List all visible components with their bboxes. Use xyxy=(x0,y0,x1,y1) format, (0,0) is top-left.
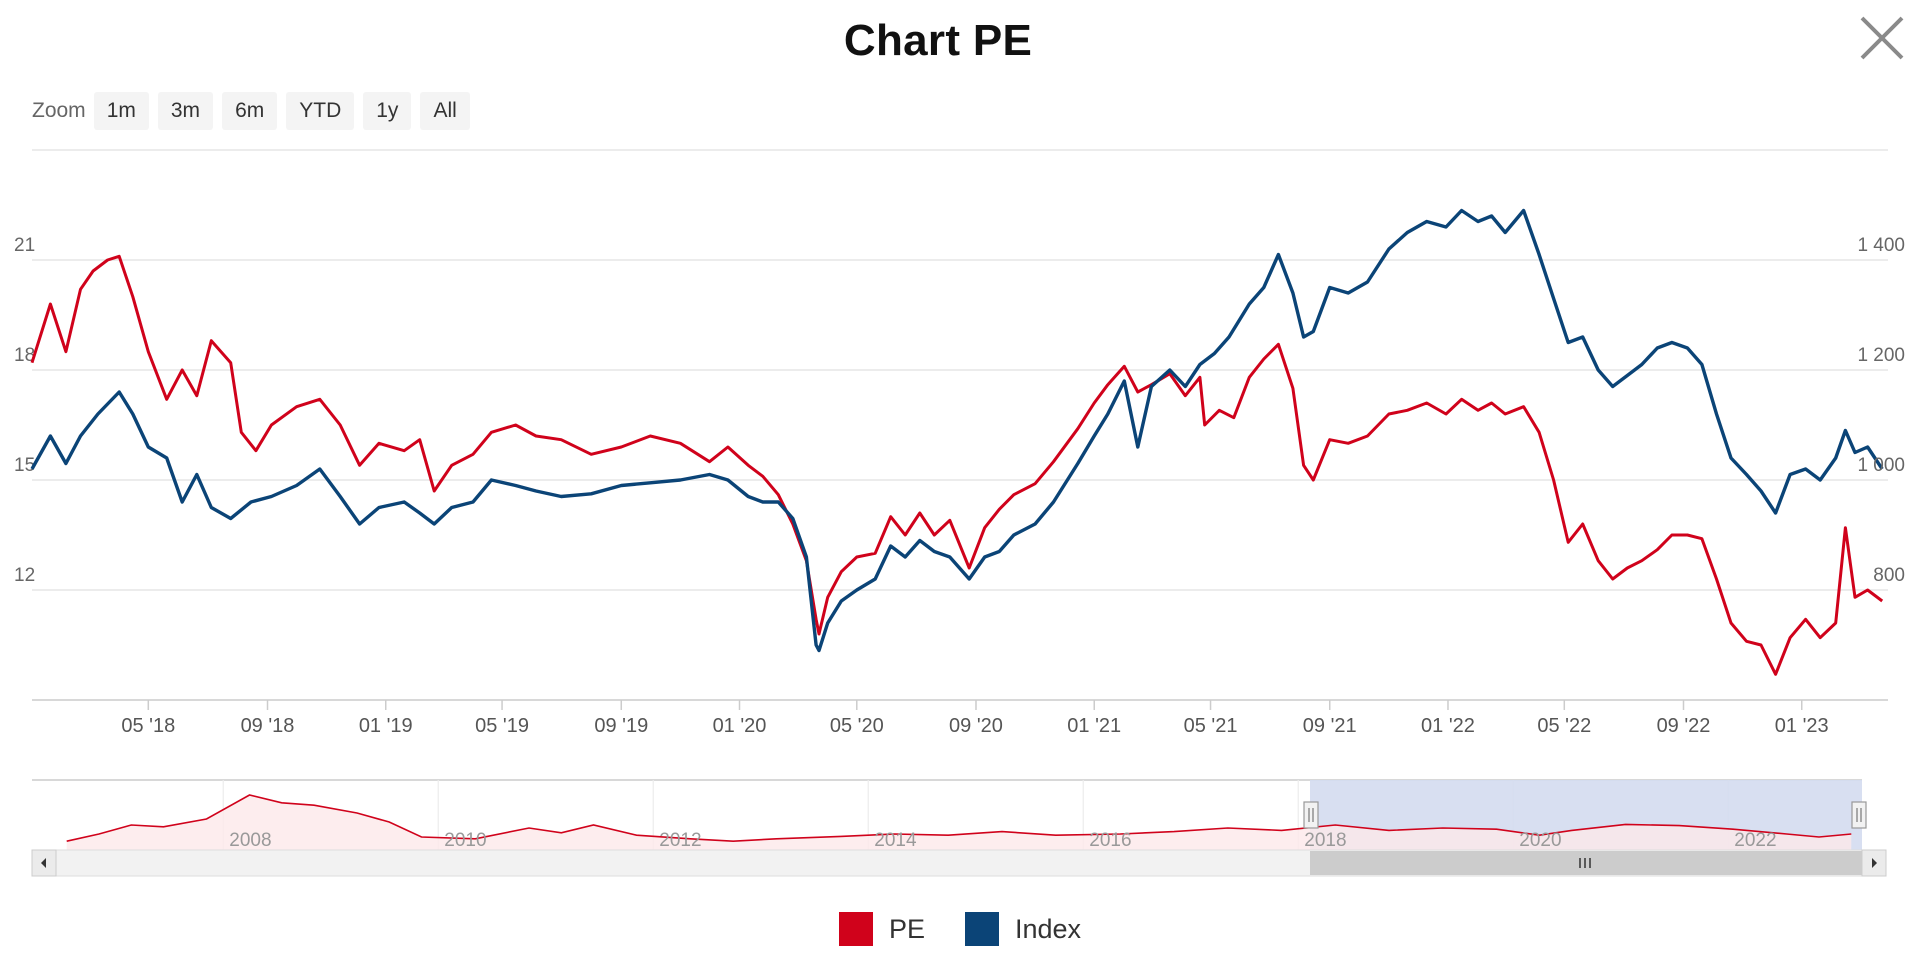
legend-swatch-pe xyxy=(838,912,873,946)
legend-swatch-index xyxy=(964,912,999,946)
close-icon[interactable] xyxy=(1858,14,1906,62)
x-tick-label: 05 '18 xyxy=(121,715,175,737)
y-left-tick-label: 18 xyxy=(14,345,35,366)
x-tick-label: 01 '20 xyxy=(713,715,767,737)
zoom-6m-button[interactable]: 6m xyxy=(222,92,278,130)
chevron-left-icon xyxy=(41,858,46,868)
navigator-handle-right[interactable] xyxy=(1851,801,1867,829)
x-tick-label: 09 '18 xyxy=(241,715,295,737)
x-tick-label: 09 '19 xyxy=(594,715,648,737)
x-tick-label: 05 '20 xyxy=(830,715,884,737)
navigator-area xyxy=(66,795,1852,850)
navigator-year-label: 2020 xyxy=(1519,830,1561,851)
navigator-year-label: 2014 xyxy=(874,830,917,851)
zoom-3m-button[interactable]: 3m xyxy=(157,92,214,130)
y-right-tick-label: 1 000 xyxy=(1857,455,1905,476)
x-tick-label: 01 '22 xyxy=(1421,715,1475,737)
x-tick-label: 05 '19 xyxy=(475,715,529,737)
zoom-ytd-button[interactable]: YTD xyxy=(286,92,355,130)
legend: PE Index xyxy=(0,912,1920,946)
x-tick-label: 01 '21 xyxy=(1067,715,1121,737)
x-tick-label: 01 '19 xyxy=(359,715,413,737)
x-tick-label: 05 '21 xyxy=(1184,715,1238,737)
x-tick-label: 09 '21 xyxy=(1303,715,1357,737)
x-tick-label: 09 '22 xyxy=(1657,715,1711,737)
navigator-year-label: 2018 xyxy=(1304,830,1346,851)
y-left-tick-label: 21 xyxy=(14,235,35,256)
zoom-label: Zoom xyxy=(32,99,86,122)
zoom-bar: Zoom 1m 3m 6m YTD 1y All xyxy=(32,92,479,130)
navigator-year-label: 2010 xyxy=(444,830,486,851)
y-left-tick-label: 12 xyxy=(14,565,35,586)
y-right-tick-label: 800 xyxy=(1873,565,1905,586)
zoom-1y-button[interactable]: 1y xyxy=(363,92,412,130)
x-tick-label: 01 '23 xyxy=(1775,715,1829,737)
legend-item-pe[interactable]: PE xyxy=(838,912,925,946)
zoom-all-button[interactable]: All xyxy=(420,92,470,130)
navigator-year-label: 2016 xyxy=(1089,830,1131,851)
chart-canvas: 12 15 18 21 05 '18 09 '18 01 '19 05 '19 09 '19 01… xyxy=(14,149,1905,877)
series-line-pe xyxy=(30,254,1884,676)
y-right-tick-label: 1 200 xyxy=(1857,345,1905,366)
scrollbar-thumb[interactable] xyxy=(1310,851,1862,875)
x-tick-label: 09 '20 xyxy=(949,715,1003,737)
navigator-handle-left[interactable] xyxy=(1303,801,1319,829)
chevron-right-icon xyxy=(1872,858,1877,868)
x-tick-label: 05 '22 xyxy=(1537,715,1591,737)
series-line-index xyxy=(30,208,1884,653)
navigator-year-label: 2022 xyxy=(1734,830,1776,851)
navigator-year-label: 2008 xyxy=(229,830,271,851)
legend-item-index[interactable]: Index xyxy=(964,912,1082,946)
zoom-1m-button[interactable]: 1m xyxy=(93,92,149,130)
chart-title: Chart PE xyxy=(843,16,1033,65)
legend-label-index: Index xyxy=(1014,913,1082,944)
legend-label-pe: PE xyxy=(888,913,925,944)
navigator-year-label: 2012 xyxy=(659,830,701,851)
navigator-line xyxy=(66,794,1852,843)
y-left-tick-label: 15 xyxy=(14,455,35,476)
y-right-tick-label: 1 400 xyxy=(1857,235,1905,256)
